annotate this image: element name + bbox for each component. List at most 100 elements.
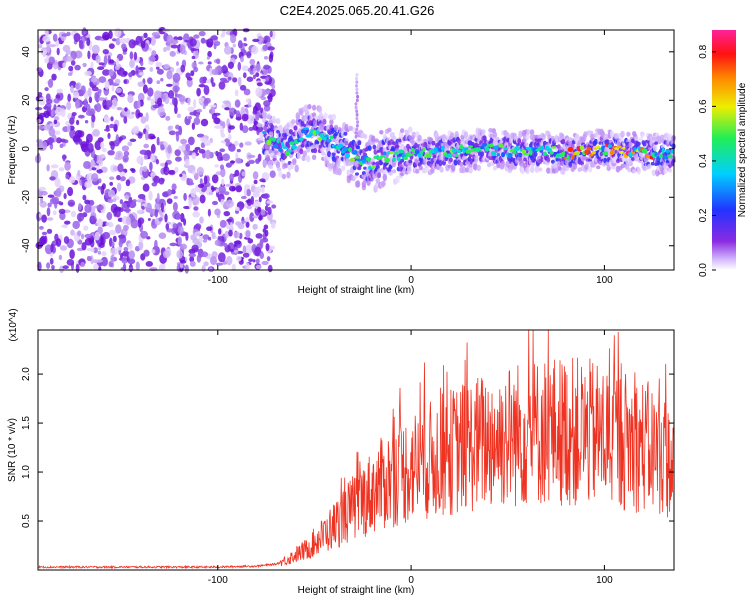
noise-blob [184,264,189,274]
signal-core [484,146,490,152]
noise-blob [184,158,190,167]
noise-blob [178,95,186,103]
signal-halo [626,131,631,137]
noise-blob [125,179,131,187]
signal-halo [647,163,652,169]
noise-blob [212,200,218,206]
noise-blob [95,155,103,165]
signal-halo [525,166,530,175]
noise-blob [256,123,263,128]
signal-halo [387,127,392,133]
noise-blob [170,44,179,49]
signal-mid [377,149,381,153]
signal-core [403,156,409,161]
signal-halo [463,131,469,139]
noise-blob [87,87,92,98]
signal-core [523,152,530,156]
noise-blob [157,97,163,107]
noise-blob [271,204,277,209]
signal-core [547,147,552,153]
noise-blob [108,69,114,77]
noise-blob [48,127,56,137]
signal-halo [541,133,546,140]
noise-blob [227,76,232,81]
signal-core [361,159,366,164]
noise-blob [100,256,108,267]
noise-blob [37,125,44,130]
noise-blob [75,263,80,273]
noise-blob [221,178,225,186]
noise-blob [245,98,250,104]
noise-blob [56,47,60,56]
signal-halo [538,167,543,172]
signal-halo [299,132,304,137]
signal-halo [638,152,644,158]
signal-halo [494,139,499,148]
noise-blob [83,225,89,231]
signal-halo [375,178,380,184]
signal-halo [321,151,326,156]
noise-blob [200,251,209,258]
noise-blob [77,169,81,177]
snr-multiplier: (x10^4) [8,308,19,341]
y-tick-label: 0 [21,146,32,152]
signal-halo [454,131,459,138]
noise-blob [185,143,191,152]
noise-blob [193,99,197,109]
signal-halo [277,167,282,172]
noise-blob [196,254,202,263]
signal-core [287,149,292,153]
noise-blob [97,226,103,235]
signal-core [317,137,323,141]
noise-blob [211,174,219,184]
noise-blob [263,224,269,230]
signal-core [384,157,390,163]
colorbar-label: Normalized spectral amplitude [737,82,748,217]
noise-blob [217,252,226,263]
signal-core [383,151,387,155]
signal-core [529,149,533,156]
noise-blob [186,182,195,186]
signal-mid [334,131,339,137]
noise-blob [143,154,148,160]
x-tick-label: 100 [596,575,613,586]
signal-halo [326,156,332,162]
noise-blob [44,245,52,249]
signal-halo [266,113,271,120]
signal-core [415,149,420,155]
noise-blob [158,26,167,35]
signal-mid [286,143,291,149]
noise-blob [236,255,242,262]
signal-halo [263,112,268,119]
signal-core [501,152,506,158]
noise-blob [102,31,110,41]
signal-core [454,154,459,158]
noise-blob [242,252,250,258]
signal-halo [367,139,372,147]
signal-core [622,146,626,150]
signal-halo [441,134,447,139]
signal-halo [355,180,361,188]
noise-blob [222,153,230,161]
signal-halo [306,146,311,153]
signal-core [420,150,424,156]
noise-blob [81,242,87,251]
snr-x-ticks: -100 0 100 [208,330,613,586]
signal-halo [417,134,422,142]
noise-blob [137,209,143,214]
noise-blob [266,200,273,205]
noise-blob [214,208,221,216]
noise-blob [97,186,102,190]
noise-blob [203,140,212,146]
noise-blob [227,61,234,69]
noise-blob [243,187,247,198]
noise-blob [63,139,69,144]
noise-blob [190,234,197,241]
noise-blob [255,63,261,73]
noise-blob [241,171,246,177]
x-tick-label: -100 [208,575,228,586]
noise-blob [47,194,55,198]
noise-blob [208,191,214,196]
noise-blob [222,28,226,36]
spectrogram-x-label: Height of straight line (km) [298,285,415,296]
